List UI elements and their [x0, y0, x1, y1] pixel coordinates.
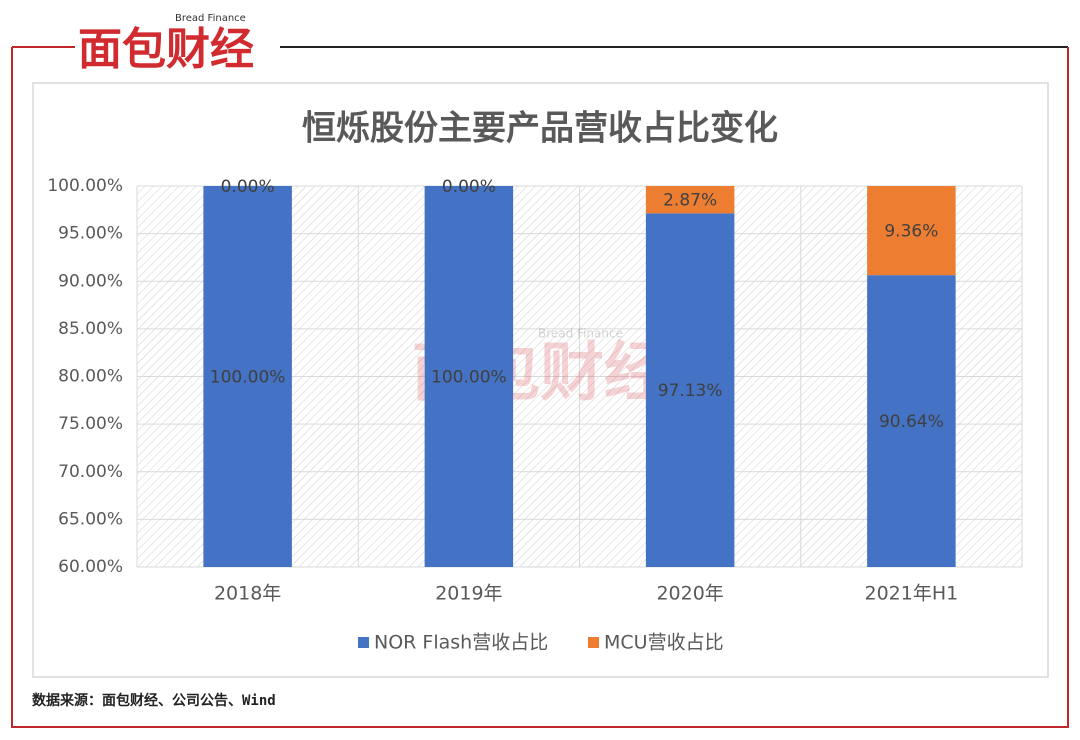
y-tick-label: 70.00%: [58, 462, 123, 482]
legend-label: MCU营收占比: [604, 632, 724, 654]
x-tick-label: 2021年H1: [865, 583, 959, 605]
data-label: 0.00%: [221, 177, 275, 197]
legend-swatch: [358, 637, 369, 648]
bar-segment: [645, 186, 735, 214]
y-tick-label: 90.00%: [58, 271, 123, 291]
logo-bg: [75, 8, 280, 80]
y-tick-label: 85.00%: [58, 319, 123, 339]
bar-segment: [424, 186, 514, 567]
y-tick-label: 100.00%: [47, 176, 123, 196]
data-label: 9.36%: [884, 222, 938, 242]
data-label: 97.13%: [658, 381, 723, 401]
x-tick-label: 2018年: [214, 583, 281, 605]
logo: 面包财经: [78, 24, 254, 75]
legend-label: NOR Flash营收占比: [374, 632, 548, 654]
y-tick-label: 75.00%: [58, 414, 123, 434]
legend-swatch: [588, 637, 599, 648]
y-tick-label: 95.00%: [58, 224, 123, 244]
y-tick-label: 60.00%: [58, 557, 123, 577]
x-tick-label: 2020年: [656, 583, 723, 605]
data-label: 0.00%: [442, 177, 496, 197]
logo-subtitle: Bread Finance: [175, 13, 246, 24]
bar-segment: [867, 186, 956, 276]
bar-segment: [867, 275, 956, 567]
data-label: 90.64%: [879, 412, 944, 432]
bar-segment: [645, 213, 735, 568]
data-label: 100.00%: [210, 368, 286, 388]
chart-title: 恒烁股份主要产品营收占比变化: [302, 109, 778, 149]
y-tick-label: 80.00%: [58, 367, 123, 387]
frame: [11, 47, 1069, 728]
data-label: 100.00%: [431, 368, 507, 388]
watermark-subtitle: Bread Finance: [538, 327, 623, 341]
bar-segment: [203, 186, 292, 567]
y-tick-label: 65.00%: [58, 509, 123, 529]
source-note: 数据来源：面包财经、公司公告、Wind: [32, 692, 276, 709]
x-tick-label: 2019年: [435, 583, 502, 605]
data-label: 2.87%: [663, 191, 717, 211]
